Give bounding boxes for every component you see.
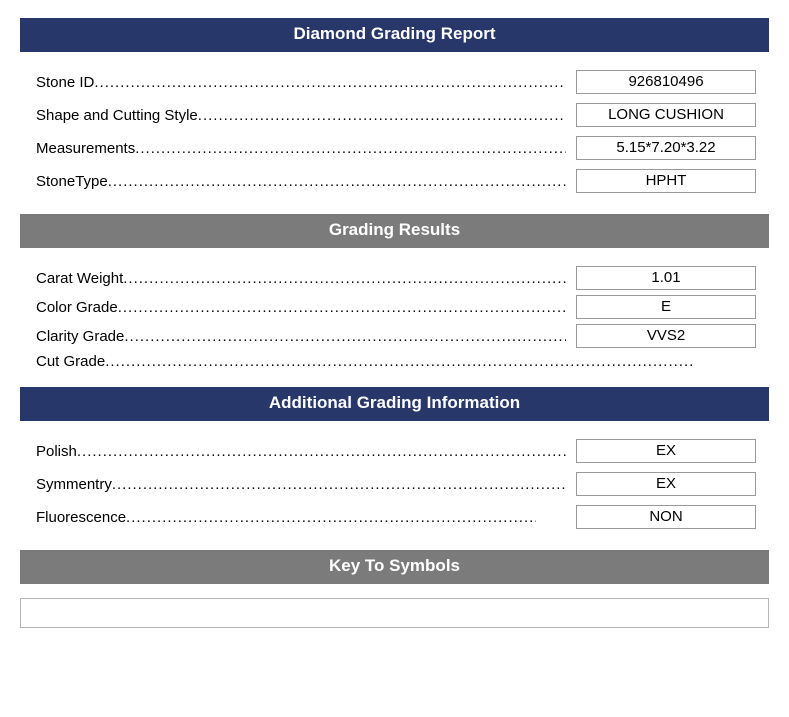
leader-dots: ........................................… (94, 74, 566, 91)
label-text: Stone ID (36, 74, 94, 91)
value-stonetype: HPHT (576, 169, 756, 193)
key-symbols-box (20, 598, 769, 628)
value-carat: 1.01 (576, 266, 756, 290)
label-fluorescence: Fluorescence............................… (36, 509, 536, 526)
label-clarity: Clarity Grade...........................… (36, 328, 566, 345)
value-stone-id: 926810496 (576, 70, 756, 94)
label-text: Measurements (36, 140, 135, 157)
label-stonetype: StoneType...............................… (36, 173, 566, 190)
label-stone-id: Stone ID................................… (36, 74, 566, 91)
section-body-additional: Polish..................................… (20, 439, 769, 550)
leader-dots: ........................................… (126, 509, 536, 526)
section-title-additional: Additional Grading Information (20, 387, 769, 421)
value-polish: EX (576, 439, 756, 463)
leader-dots: ........................................… (108, 173, 566, 190)
value-fluorescence: NON (576, 505, 756, 529)
leader-dots: ........................................… (135, 140, 566, 157)
row-carat: Carat Weight............................… (36, 266, 763, 290)
section-body-main: Stone ID................................… (20, 70, 769, 214)
section-title-grading: Grading Results (20, 214, 769, 248)
section-body-grading: Carat Weight............................… (20, 266, 769, 387)
row-shape: Shape and Cutting Style.................… (36, 103, 763, 127)
section-title-key: Key To Symbols (20, 550, 769, 584)
value-symmetry: EX (576, 472, 756, 496)
value-color: E (576, 295, 756, 319)
leader-dots: ........................................… (118, 299, 566, 316)
row-fluorescence: Fluorescence............................… (36, 505, 763, 529)
leader-dots: ........................................… (77, 443, 566, 460)
value-shape: LONG CUSHION (576, 103, 756, 127)
label-shape: Shape and Cutting Style.................… (36, 107, 566, 124)
section-title-main: Diamond Grading Report (20, 18, 769, 52)
label-color: Color Grade.............................… (36, 299, 566, 316)
row-cut: Cut Grade...............................… (36, 353, 763, 370)
leader-dots: ........................................… (123, 270, 566, 287)
label-text: Fluorescence (36, 509, 126, 526)
label-symmetry: Symmentry...............................… (36, 476, 566, 493)
label-carat: Carat Weight............................… (36, 270, 566, 287)
label-text: Cut Grade (36, 353, 105, 370)
leader-dots: ........................................… (112, 476, 566, 493)
label-text: Color Grade (36, 299, 118, 316)
value-measurements: 5.15*7.20*3.22 (576, 136, 756, 160)
label-text: Clarity Grade (36, 328, 124, 345)
label-text: Symmentry (36, 476, 112, 493)
row-stonetype: StoneType...............................… (36, 169, 763, 193)
label-text: Polish (36, 443, 77, 460)
label-polish: Polish..................................… (36, 443, 566, 460)
row-measurements: Measurements............................… (36, 136, 763, 160)
row-clarity: Clarity Grade...........................… (36, 324, 763, 348)
leader-dots: ........................................… (105, 353, 694, 370)
row-polish: Polish..................................… (36, 439, 763, 463)
row-symmetry: Symmentry...............................… (36, 472, 763, 496)
label-cut: Cut Grade...............................… (36, 353, 756, 370)
value-clarity: VVS2 (576, 324, 756, 348)
label-measurements: Measurements............................… (36, 140, 566, 157)
leader-dots: ........................................… (198, 107, 566, 124)
label-text: StoneType (36, 173, 108, 190)
label-text: Shape and Cutting Style (36, 107, 198, 124)
label-text: Carat Weight (36, 270, 123, 287)
row-stone-id: Stone ID................................… (36, 70, 763, 94)
row-color: Color Grade.............................… (36, 295, 763, 319)
leader-dots: ........................................… (124, 328, 566, 345)
